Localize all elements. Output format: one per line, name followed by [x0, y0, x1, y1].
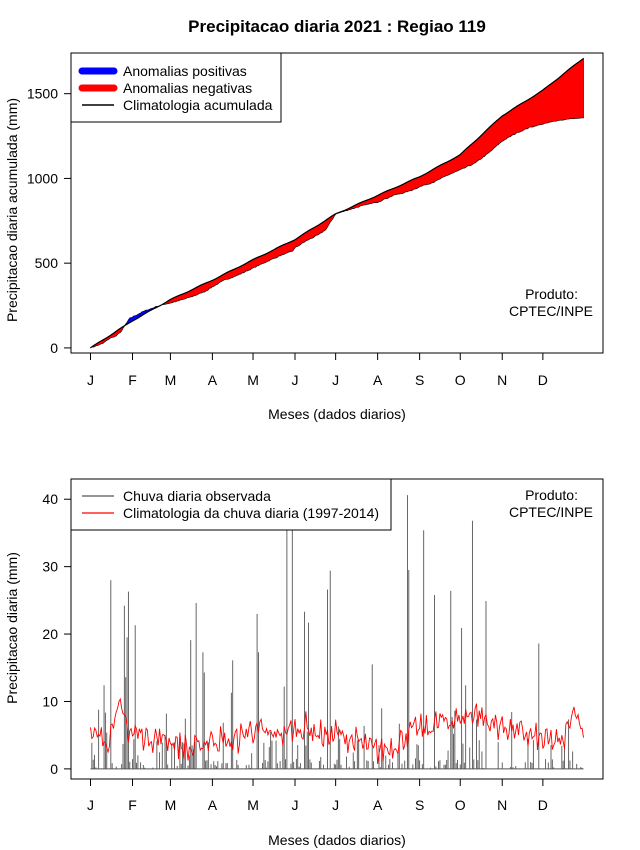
cumulative-panel: J F M A M J J A S O N D 0 500 1000 1500 Meses (dados d…: [4, 52, 604, 422]
top-x-tick-label: J: [292, 372, 299, 388]
bottom-y-tick-label: 30: [42, 559, 58, 575]
top-x-tick-label: J: [87, 372, 94, 388]
top-y-tick-label: 500: [35, 255, 59, 271]
bottom-x-tick-label: A: [208, 797, 218, 813]
bottom-y-tick-label: 20: [42, 626, 58, 642]
top-x-axis-title: Meses (dados diarios): [268, 406, 406, 422]
bottom-y-axis-title: Precipitacao diaria (mm): [4, 552, 20, 704]
legend-label-negative: Anomalias negativas: [123, 80, 252, 96]
top-x-tick-label: A: [373, 372, 383, 388]
bottom-x-tick-label: A: [373, 797, 383, 813]
top-y-tick-label: 0: [50, 340, 58, 356]
bottom-y-tick-label: 40: [42, 491, 58, 507]
bottom-product-source: CPTEC/INPE: [509, 504, 593, 520]
top-x-tick-label: M: [165, 372, 177, 388]
observed-bars-group: [90, 495, 584, 770]
bottom-legend-box: [70, 478, 392, 531]
legend-label-clim-daily: Climatologia da chuva diaria (1997-2014): [123, 505, 379, 521]
top-x-tick-label: O: [455, 372, 466, 388]
top-x-tick-label: N: [497, 372, 507, 388]
bottom-x-tick-label: J: [292, 797, 299, 813]
bottom-x-tick-label: N: [497, 797, 507, 813]
legend-label-climatology: Climatologia acumulada: [123, 97, 273, 113]
bottom-y-axis: 0 10 20 30 40: [42, 491, 72, 777]
bottom-x-tick-label: O: [455, 797, 466, 813]
daily-panel: J F M A M J J A S O N D 0 10 20 30 40 Meses (dados diar…: [4, 478, 604, 848]
top-x-tick-label: M: [247, 372, 259, 388]
top-x-tick-label: A: [208, 372, 218, 388]
top-x-tick-label: J: [332, 372, 339, 388]
top-y-tick-label: 1500: [27, 86, 58, 102]
bottom-x-tick-label: D: [538, 797, 548, 813]
top-product-source: CPTEC/INPE: [509, 303, 593, 319]
top-y-axis: 0 500 1000 1500: [27, 86, 72, 356]
daily-climatology-line: [90, 697, 584, 765]
legend-label-positive: Anomalias positivas: [123, 63, 247, 79]
chart-title: Precipitacao diaria 2021 : Regiao 119: [188, 17, 486, 36]
bottom-x-tick-label: M: [165, 797, 177, 813]
top-legend: Anomalias positivas Anomalias negativas …: [70, 52, 282, 123]
bottom-product-label: Produto:: [525, 487, 578, 503]
bottom-x-tick-label: F: [128, 797, 137, 813]
bottom-x-tick-label: J: [87, 797, 94, 813]
top-product-label: Produto:: [525, 286, 578, 302]
top-x-tick-label: D: [538, 372, 548, 388]
top-x-tick-label: F: [128, 372, 137, 388]
bottom-x-tick-label: J: [332, 797, 339, 813]
bottom-x-axis-title: Meses (dados diarios): [268, 832, 406, 848]
top-y-tick-label: 1000: [27, 170, 58, 186]
bottom-x-tick-label: S: [415, 797, 424, 813]
bottom-y-tick-label: 0: [50, 761, 58, 777]
top-x-tick-label: S: [415, 372, 424, 388]
legend-label-observed: Chuva diaria observada: [123, 488, 271, 504]
bottom-x-tick-label: M: [247, 797, 259, 813]
bottom-y-tick-label: 10: [42, 693, 58, 709]
cumulative-climatology-line: [90, 57, 584, 349]
bottom-legend: Chuva diaria observada Climatologia da c…: [70, 478, 392, 531]
top-y-axis-title: Precipitacao diaria acumulada (mm): [4, 98, 20, 322]
